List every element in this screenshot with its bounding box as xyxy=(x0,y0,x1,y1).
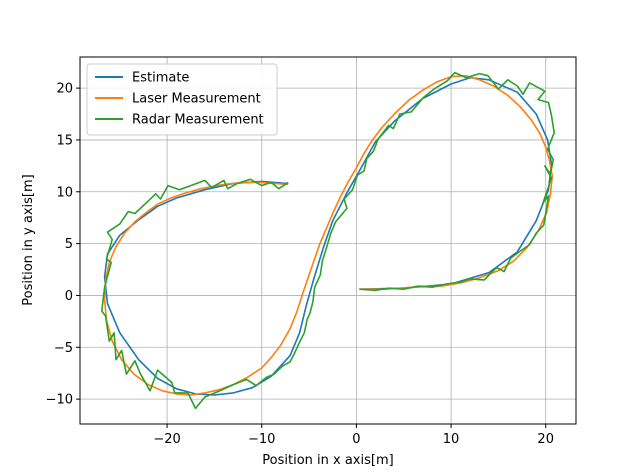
series-line-estimate xyxy=(103,76,553,396)
axes-frame xyxy=(79,56,577,425)
x-axis: −20 −10 0 10 20 xyxy=(153,424,554,447)
legend: Estimate Laser Measurement Radar Measureme… xyxy=(86,63,278,136)
x-tick-label: 10 xyxy=(443,432,460,447)
series-line-radar-measurement xyxy=(101,71,556,410)
series-line-laser-measurement xyxy=(103,74,554,396)
y-tick-label: −5 xyxy=(54,341,73,356)
y-tick-label: 5 xyxy=(65,237,73,252)
x-tick-label: −10 xyxy=(248,432,275,447)
grid-lines xyxy=(80,57,576,424)
plot-area xyxy=(101,71,556,410)
y-axis: −10 −5 0 5 10 15 20 xyxy=(46,82,80,408)
legend-label-radar-measurement: Radar Measurement xyxy=(132,113,264,128)
y-tick-label: 20 xyxy=(56,82,73,97)
x-axis-label: Position in x axis[m] xyxy=(262,453,393,468)
legend-label-laser-measurement: Laser Measurement xyxy=(132,92,261,107)
legend-label-estimate: Estimate xyxy=(132,71,189,86)
x-tick-label: 0 xyxy=(352,432,360,447)
x-tick-label: −20 xyxy=(153,432,180,447)
y-tick-label: 0 xyxy=(65,289,73,304)
legend-box xyxy=(86,63,278,136)
y-tick-label: 15 xyxy=(56,133,73,148)
x-tick-label: 20 xyxy=(537,432,554,447)
y-tick-label: −10 xyxy=(46,393,73,408)
y-tick-label: 10 xyxy=(56,185,73,200)
y-axis-label: Position in y axis[m] xyxy=(21,174,36,305)
